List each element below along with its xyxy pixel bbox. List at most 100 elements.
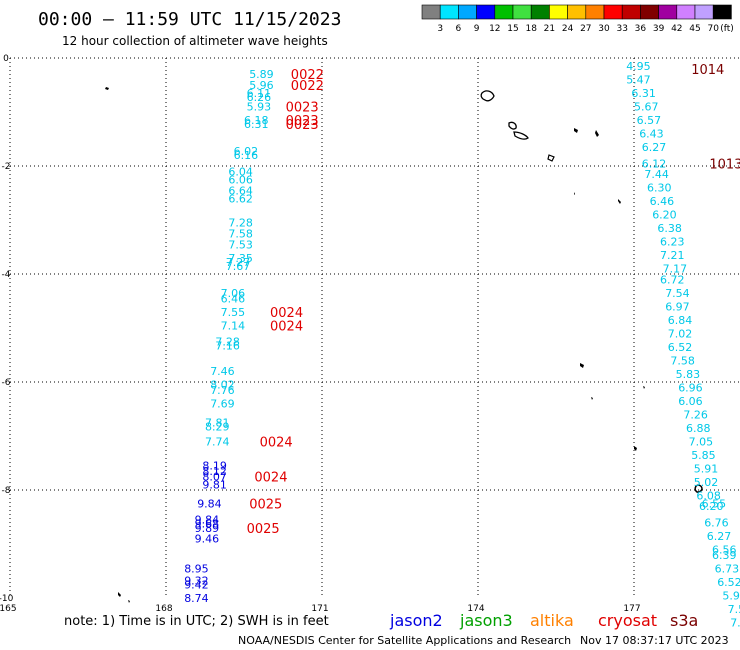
wave-height-value: 7.55	[221, 306, 246, 319]
island-shape	[634, 446, 637, 451]
pass-time-label: 0024	[270, 306, 303, 321]
wave-height-value: 8.74	[184, 592, 209, 605]
footer-credit: NOAA/NESDIS Center for Satellite Applica…	[238, 634, 571, 647]
wave-height-value: 8.29	[205, 420, 230, 433]
colorbar-tick-label: 42	[671, 24, 682, 34]
wave-height-value: 6.39	[712, 549, 737, 562]
island-shape	[580, 363, 584, 368]
lon-tick-label: 177	[623, 604, 640, 614]
wave-height-value: 6.26	[247, 91, 272, 104]
colorbar-swatch	[621, 4, 641, 20]
wave-height-value: 5.96	[249, 79, 274, 92]
pressure-label: 1013	[709, 157, 740, 172]
wave-height-value: 6.46	[650, 195, 675, 208]
wave-height-value: 7.28	[215, 336, 240, 349]
colorbar-swatch	[712, 4, 732, 20]
wave-height-value: 6.38	[657, 222, 682, 235]
wave-height-value: 6.52	[668, 341, 693, 354]
wave-height-value: 5.67	[634, 101, 659, 114]
wave-height-value: 7.16	[215, 339, 240, 352]
island-shape	[508, 121, 517, 130]
wave-height-value: 9.84	[197, 498, 222, 511]
colorbar-swatch	[676, 4, 696, 20]
satellite-s3a: s3a	[670, 611, 698, 630]
pass-time-label: 0023	[286, 101, 319, 116]
wave-height-value: 5.83	[676, 368, 701, 381]
wave-height-value: 7.54	[665, 287, 690, 300]
wave-height-value: 7.44	[644, 168, 669, 181]
color-scale-legend: 3 6 9 12 15 18 21 24 27 30 33 36 39 42 45 70 (ft)	[421, 4, 734, 34]
wave-height-value: 7.27	[226, 256, 251, 269]
colorbar-swatch	[549, 4, 568, 20]
lon-tick-label: 171	[311, 604, 328, 614]
wave-height-value: 7.38	[730, 616, 740, 629]
wave-height-value: 8.02	[210, 379, 235, 392]
wave-height-value: 7.67	[226, 260, 251, 273]
wave-height-value: 6.06	[228, 174, 253, 187]
wave-height-value: 7.02	[668, 327, 693, 340]
colorbar-tick-label: 9	[474, 24, 480, 34]
wave-height-value: 6.64	[228, 184, 253, 197]
pass-time-label: 0022	[291, 68, 324, 83]
island-shape	[513, 131, 529, 140]
wave-height-value: 9.81	[202, 479, 227, 492]
colorbar-tick-label: 27	[580, 24, 591, 34]
wave-height-value: 8.07	[202, 471, 227, 484]
wave-height-value: 6.73	[715, 562, 740, 575]
time-labels: 0022002200230023002300240024002400240025…	[247, 68, 324, 537]
wave-height-value: 6.16	[234, 149, 259, 162]
wave-height-value: 9.46	[195, 533, 220, 546]
colorbar-tick-label: 45	[689, 24, 700, 34]
colorbar-tick-label: 30	[598, 24, 610, 34]
pass-time-label: 0024	[270, 319, 303, 334]
wave-height-value: 6.18	[244, 114, 269, 127]
longitude-axis: 165 168 171 174 177	[0, 604, 641, 614]
wave-height-value: 6.52	[717, 576, 740, 589]
pressure-labels: 101410131012	[691, 63, 740, 173]
wave-height-value: 7.35	[228, 252, 253, 265]
wave-height-value: 6.43	[639, 128, 664, 141]
pass-time-label: 0025	[249, 498, 282, 513]
wave-height-value: 7.28	[228, 217, 253, 230]
colorbar-tick-label: 24	[562, 24, 574, 34]
colorbar-swatch	[439, 4, 459, 20]
lat-tick-label: 0	[3, 54, 9, 64]
wave-height-value: 5.97	[722, 589, 740, 602]
wave-height-value: 7.46	[210, 365, 235, 378]
wave-height-value: 6.06	[678, 395, 703, 408]
island-shape	[574, 128, 578, 133]
wave-height-value: 7.58	[670, 354, 695, 367]
lon-tick-label: 168	[155, 604, 172, 614]
wave-height-value: 7.26	[683, 408, 708, 421]
lat-tick-label: -2	[2, 162, 11, 172]
wave-height-value: 6.84	[668, 314, 693, 327]
wave-height-value: 6.31	[244, 118, 269, 131]
wave-height-value: 4.95	[626, 60, 651, 73]
wave-height-value: 7.69	[210, 398, 235, 411]
island-shape	[105, 87, 109, 90]
satellite-cryosat: cryosat	[598, 611, 657, 630]
colorbar-tick-label: 21	[544, 24, 555, 34]
wave-height-value: 5.93	[247, 101, 272, 114]
colorbar-swatch	[421, 4, 441, 20]
wave-height-value: 6.27	[707, 530, 732, 543]
wave-height-value: 7.57	[728, 603, 740, 616]
colorbar-swatch	[585, 4, 605, 20]
wave-height-value: 7.05	[689, 435, 714, 448]
wave-height-value: 5.47	[626, 74, 651, 87]
island-shape	[128, 600, 130, 603]
colorbar-swatch	[567, 4, 587, 20]
lat-tick-label: -4	[2, 270, 11, 280]
wave-height-value: 6.96	[678, 381, 703, 394]
wave-height-value: 6.57	[637, 114, 662, 127]
colorbar-swatch	[512, 4, 532, 20]
wave-height-value: 8.95	[184, 562, 209, 575]
wave-height-value: 8.19	[202, 460, 227, 473]
wave-height-value: 7.21	[660, 249, 685, 262]
wave-height-value: 7.74	[205, 435, 230, 448]
colorbar-swatch	[658, 4, 678, 20]
island-shape	[574, 192, 575, 195]
wave-height-value: 6.02	[234, 145, 259, 158]
island-shape	[595, 130, 599, 137]
pass-time-label: 0022	[291, 79, 324, 94]
